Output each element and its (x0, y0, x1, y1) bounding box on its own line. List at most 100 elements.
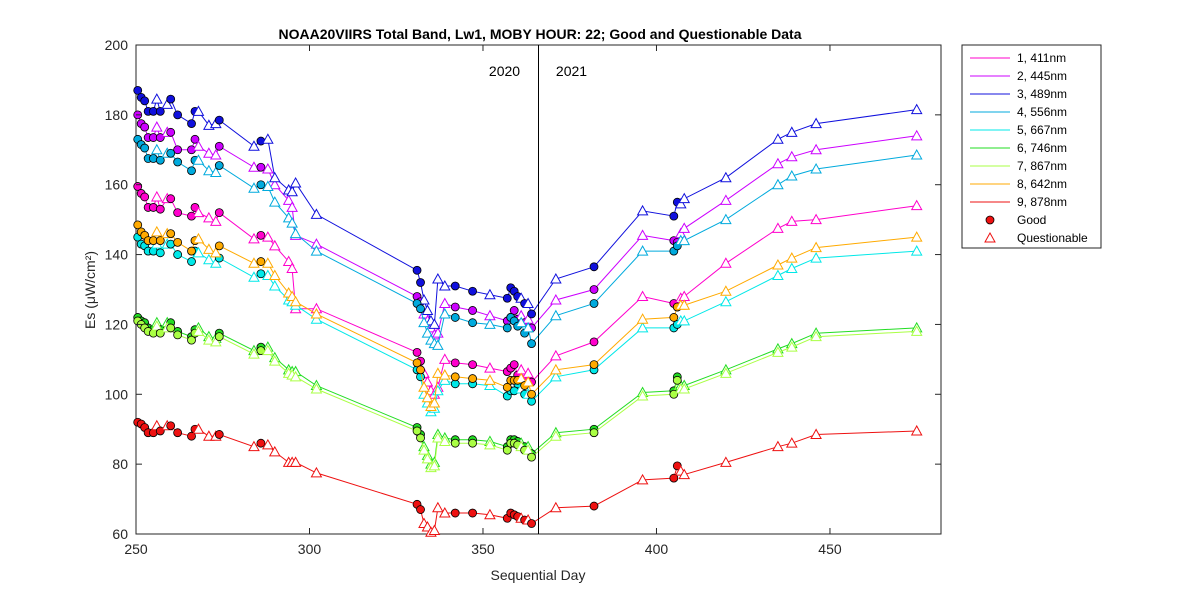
data-point-questionable (432, 339, 444, 350)
y-tick-label: 160 (105, 177, 129, 193)
data-point-questionable (150, 190, 163, 202)
legend-label: 4, 556nm (1017, 105, 1067, 119)
data-point-good (256, 162, 266, 172)
data-point-questionable (262, 231, 274, 242)
data-point-questionable (418, 381, 430, 392)
data-point-questionable (772, 269, 784, 281)
legend-label-good: Good (1017, 213, 1046, 227)
data-point-questionable (785, 215, 798, 226)
data-point-questionable (674, 197, 687, 209)
data-point-questionable (310, 245, 323, 256)
data-point-good (589, 299, 599, 308)
data-point-good (166, 323, 176, 333)
data-point-questionable (549, 430, 562, 441)
data-point-questionable (248, 182, 260, 193)
data-point-questionable (549, 349, 562, 361)
data-point-good (155, 248, 165, 258)
data-point-questionable (810, 162, 822, 174)
data-point-good (416, 365, 425, 375)
data-point-questionable (438, 435, 451, 446)
data-point-good (187, 166, 196, 176)
data-point-good (173, 110, 183, 120)
data-point-questionable (636, 321, 649, 333)
data-point-good (155, 236, 165, 246)
legend-label-questionable: Questionable (1017, 231, 1088, 245)
data-point-questionable (522, 444, 534, 455)
data-point-questionable (248, 257, 260, 268)
legend-marker-good (985, 215, 995, 225)
data-point-questionable (910, 148, 923, 160)
data-point-questionable (310, 208, 323, 219)
series-2 (133, 86, 923, 329)
data-point-questionable (286, 201, 298, 212)
data-point-good (187, 246, 196, 256)
data-point-good (468, 306, 477, 315)
data-point-questionable (515, 372, 528, 384)
data-point-questionable (720, 171, 732, 183)
data-point-questionable (262, 438, 274, 450)
data-point-questionable (421, 452, 434, 464)
data-point-good (468, 508, 477, 518)
data-point-questionable (484, 318, 496, 329)
data-point-questionable (428, 318, 441, 329)
data-point-questionable (720, 285, 732, 296)
data-point-good (214, 208, 224, 218)
data-point-questionable (810, 252, 822, 263)
data-point-good (502, 323, 512, 333)
data-point-questionable (678, 192, 691, 204)
data-point-questionable (678, 314, 691, 326)
data-point-questionable (161, 98, 174, 109)
data-point-good (416, 278, 425, 287)
axis-layer: 250 300 350 400 450 60 80 100 120 140 160 180 200 (105, 37, 941, 557)
data-point-questionable (720, 456, 732, 467)
data-point-questionable (772, 346, 784, 357)
data-point-questionable (418, 316, 430, 328)
data-point-good (173, 250, 183, 259)
data-point-questionable (248, 440, 260, 452)
data-point-good (502, 445, 512, 455)
data-point-good (416, 505, 425, 514)
data-point-good (173, 237, 183, 247)
data-point-questionable (810, 117, 822, 129)
data-point-good (527, 389, 536, 399)
data-point-good (502, 293, 512, 303)
data-point-good (509, 306, 519, 315)
y-tick-label: 80 (112, 456, 128, 472)
data-point-questionable (268, 196, 281, 207)
data-point-questionable (209, 246, 222, 258)
data-point-good (589, 262, 599, 272)
data-point-questionable (772, 178, 784, 190)
data-point-good (527, 309, 536, 319)
data-point-good (412, 265, 422, 275)
data-point-good (166, 127, 176, 137)
data-point-questionable (549, 370, 562, 382)
legend-label: 3, 489nm (1017, 87, 1067, 101)
data-point-questionable (421, 304, 434, 315)
data-point-questionable (432, 501, 444, 513)
data-point-good (468, 360, 477, 369)
data-point-questionable (209, 166, 222, 177)
data-point-questionable (286, 217, 298, 228)
data-point-questionable (910, 424, 923, 436)
data-point-good (155, 155, 165, 165)
data-point-questionable (785, 169, 798, 181)
data-point-good (133, 220, 143, 230)
data-point-good (187, 431, 196, 441)
y-tick-label: 140 (105, 247, 129, 263)
series-7 (133, 220, 923, 412)
data-point-good (187, 257, 196, 266)
legend-label: 6, 746nm (1017, 141, 1067, 155)
legend-label: 7, 867nm (1017, 159, 1067, 173)
data-point-questionable (720, 257, 732, 268)
data-point-questionable (484, 374, 496, 385)
data-point-questionable (636, 313, 649, 324)
data-point-questionable (203, 147, 215, 158)
data-point-good (450, 358, 460, 368)
data-point-questionable (636, 229, 649, 240)
data-point-questionable (484, 362, 496, 373)
y-axis-title: Es (μW/cm²) (82, 251, 98, 329)
data-point-good (190, 134, 200, 144)
data-point-good (133, 86, 143, 95)
data-point-questionable (289, 370, 302, 382)
